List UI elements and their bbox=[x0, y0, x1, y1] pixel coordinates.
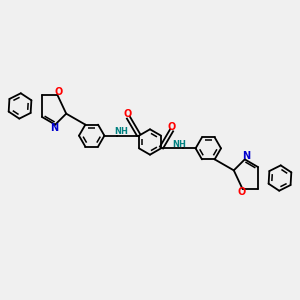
Text: N: N bbox=[242, 152, 250, 161]
Text: NH: NH bbox=[172, 140, 186, 149]
Text: O: O bbox=[124, 109, 132, 119]
Text: O: O bbox=[168, 122, 176, 132]
Text: N: N bbox=[50, 123, 58, 133]
Text: O: O bbox=[238, 187, 246, 197]
Text: NH: NH bbox=[114, 127, 128, 136]
Text: O: O bbox=[54, 87, 62, 97]
